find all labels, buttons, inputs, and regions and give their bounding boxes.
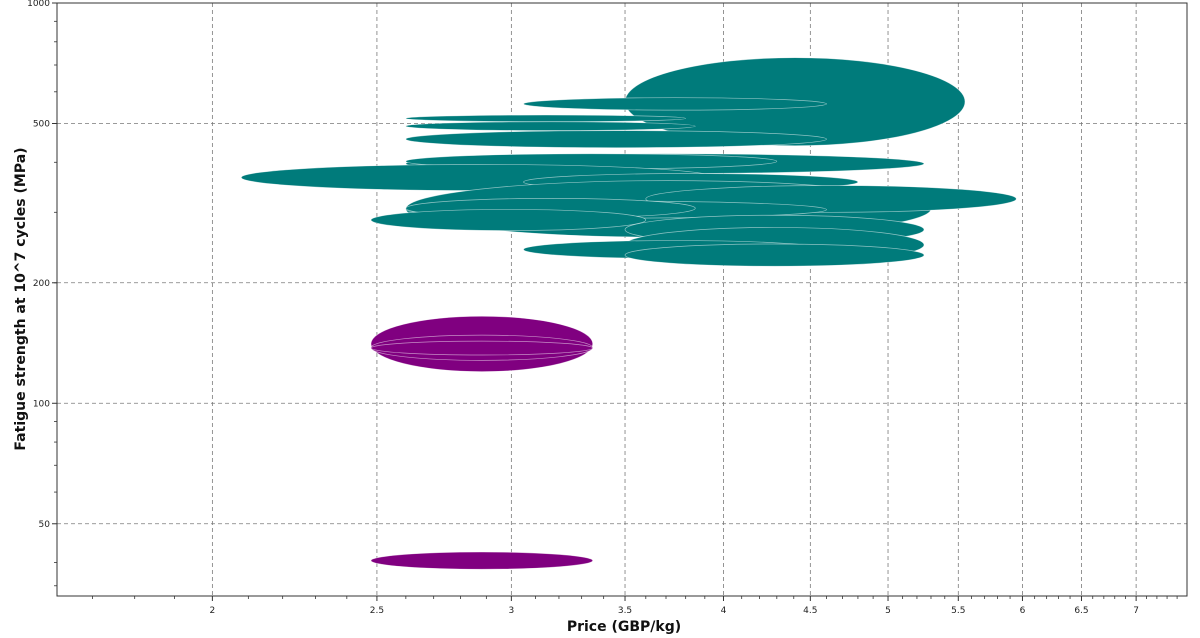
x-tick-label: 5 (885, 606, 891, 616)
x-tick-label: 4 (721, 606, 727, 616)
data-ellipse-series-1-item-4[interactable] (405, 121, 696, 131)
data-ellipse-series-2-item-3[interactable] (370, 340, 594, 356)
x-tick-label: 3 (508, 606, 514, 616)
data-ellipse-series-1-item-14[interactable] (370, 209, 647, 231)
y-tick-label: 1000 (27, 0, 50, 9)
x-tick-label: 2.5 (370, 606, 384, 616)
data-ellipse-series-1-item-3[interactable] (405, 114, 687, 123)
x-tick-label: 4.5 (803, 606, 817, 616)
y-tick-label: 200 (33, 279, 50, 289)
x-tick-label: 7 (1133, 606, 1139, 616)
data-ellipse-series-1-item-18[interactable] (624, 243, 925, 267)
x-tick-label: 3.5 (618, 606, 632, 616)
y-tick-label: 50 (39, 520, 51, 530)
x-tick-label: 6 (1020, 606, 1026, 616)
y-tick-label: 100 (33, 399, 50, 409)
data-ellipse-series-1-item-2[interactable] (523, 97, 827, 111)
x-axis-label: Price (GBP/kg) (567, 619, 681, 635)
y-tick-label: 500 (33, 119, 50, 129)
x-axis-ticks: 2 2.5 3 3.5 4 4.5 5 5.5 6 6.5 7 (92, 596, 1178, 616)
gridlines (57, 2, 1187, 596)
x-tick-label: 2 (210, 606, 216, 616)
y-axis-label: Fatigue strength at 10^7 cycles (MPa) (13, 147, 29, 450)
y-axis-ticks: 1000 500 200 100 50 (27, 0, 57, 587)
x-tick-label: 6.5 (1074, 606, 1088, 616)
x-tick-label: 5.5 (951, 606, 965, 616)
data-ellipse-series-1-item-5[interactable] (405, 130, 827, 149)
plot-frame (56, 2, 1188, 597)
data-ellipses (240, 57, 1017, 570)
data-ellipse-series-2-item-4[interactable] (370, 551, 594, 570)
